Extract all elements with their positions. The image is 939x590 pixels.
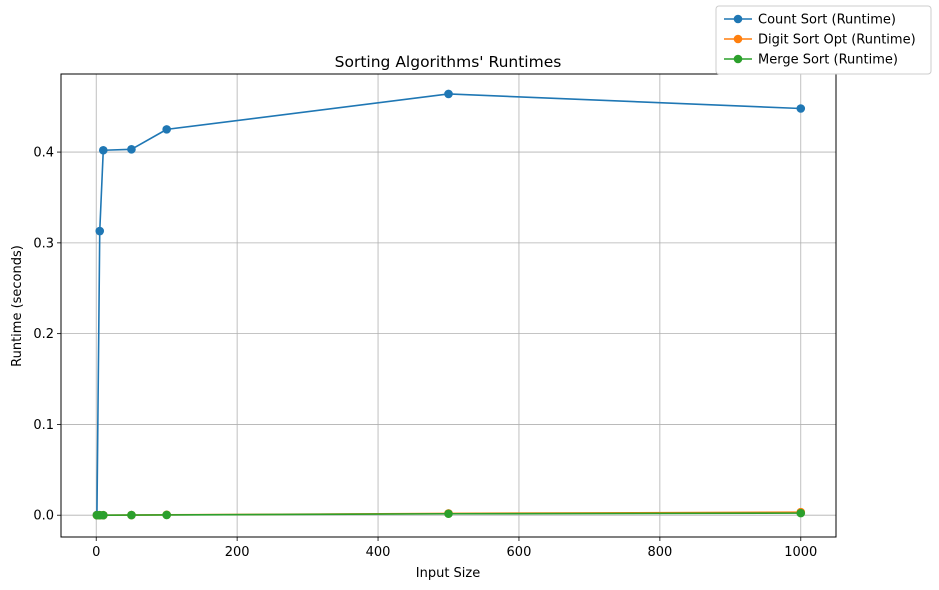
legend-label: Merge Sort (Runtime) xyxy=(758,53,898,68)
data-point xyxy=(98,145,108,155)
x-axis-label: Input Size xyxy=(416,566,480,581)
y-tick-label: 0.3 xyxy=(33,236,54,251)
legend-box xyxy=(715,5,932,75)
y-tick-label: 0.4 xyxy=(33,146,54,161)
legend-marker xyxy=(733,34,743,44)
data-point xyxy=(127,510,136,520)
legend: Count Sort (Runtime) Digit Sort Opt (Runt… xyxy=(715,5,932,75)
x-tick-label: 200 xyxy=(225,545,250,560)
series-2 xyxy=(92,508,806,520)
legend-marker xyxy=(733,54,743,64)
legend-label: Count Sort (Runtime) xyxy=(758,13,896,28)
x-tick-label: 600 xyxy=(507,545,532,560)
y-axis: 0.0 0.1 0.2 0.3 0.4 xyxy=(33,146,61,524)
data-point xyxy=(98,510,108,520)
series-layer xyxy=(92,89,806,520)
x-tick-label: 1000 xyxy=(784,545,817,560)
data-point xyxy=(127,145,136,154)
data-point xyxy=(95,226,105,236)
legend-marker xyxy=(733,14,743,24)
data-point xyxy=(162,510,171,520)
y-tick-label: 0.0 xyxy=(33,509,54,524)
y-axis-label: Runtime (seconds) xyxy=(10,245,25,367)
legend-label: Digit Sort Opt (Runtime) xyxy=(758,33,916,48)
x-tick-label: 0 xyxy=(92,545,100,560)
y-tick-label: 0.1 xyxy=(33,418,54,433)
data-point xyxy=(796,508,806,518)
legend-item: Digit Sort Opt (Runtime) xyxy=(724,33,916,48)
x-tick-label: 800 xyxy=(647,545,672,560)
plot-frame xyxy=(60,73,837,538)
x-tick-label: 400 xyxy=(366,545,391,560)
data-point xyxy=(162,125,171,134)
data-point xyxy=(444,89,453,99)
legend-item: Count Sort (Runtime) xyxy=(724,13,896,28)
y-tick-label: 0.2 xyxy=(33,327,54,342)
data-point xyxy=(796,104,806,113)
legend-item: Merge Sort (Runtime) xyxy=(724,53,898,68)
x-axis: 0 200 400 600 800 1000 xyxy=(92,537,817,560)
chart-title: Sorting Algorithms' Runtimes xyxy=(335,53,562,71)
data-point xyxy=(444,509,453,519)
